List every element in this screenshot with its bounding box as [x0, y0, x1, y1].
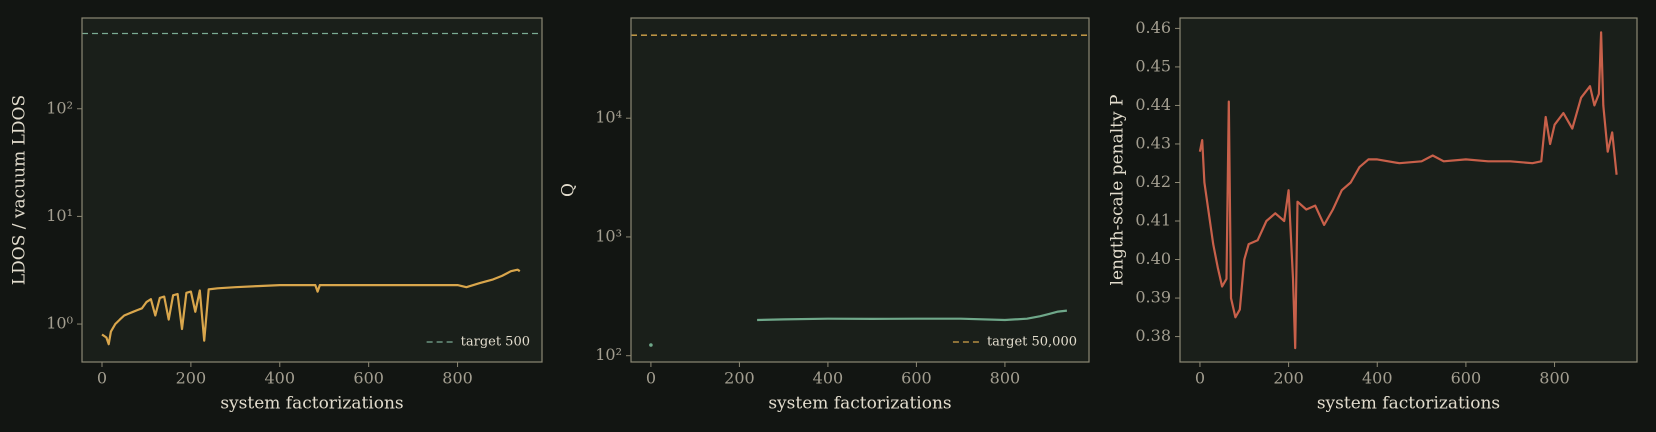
x-tick-label: 200 — [176, 369, 207, 388]
x-tick-label: 800 — [442, 369, 473, 388]
x-tick-label: 800 — [990, 369, 1021, 388]
data-line — [757, 309, 1068, 322]
data-point — [649, 343, 653, 347]
y-tick-label: 10² — [46, 98, 73, 117]
y-tick-label: 0.46 — [1135, 18, 1171, 37]
x-tick-label: 400 — [813, 369, 844, 388]
legend-label: target 500 — [461, 335, 530, 350]
plot-area — [1180, 18, 1637, 362]
y-tick-label: 10³ — [595, 226, 622, 245]
y-axis-label: Q — [559, 183, 579, 197]
y-tick-label: 10⁴ — [595, 108, 622, 127]
y-tick-label: 0.42 — [1135, 172, 1171, 191]
plot-frame — [1179, 17, 1638, 363]
y-tick-label: 0.38 — [1135, 326, 1171, 345]
y-tick-label: 10¹ — [46, 206, 73, 225]
x-tick-label: 0 — [1195, 369, 1205, 388]
x-tick-label: 200 — [724, 369, 755, 388]
y-tick-label: 0.45 — [1135, 56, 1171, 75]
plot-area — [631, 18, 1089, 362]
plot-frame — [630, 17, 1090, 363]
y-tick-label: 10² — [595, 345, 622, 364]
y-tick-label: 0.40 — [1135, 249, 1171, 268]
x-tick-label: 600 — [1451, 369, 1482, 388]
x-axis-label: system factorizations — [1317, 394, 1500, 414]
x-tick-label: 800 — [1539, 369, 1570, 388]
y-tick-label: 10⁰ — [46, 314, 73, 333]
y-tick-label: 0.39 — [1135, 288, 1171, 307]
y-axis-label: LDOS / vacuum LDOS — [10, 95, 30, 285]
data-line — [101, 268, 521, 346]
y-tick-label: 0.41 — [1135, 211, 1171, 230]
x-tick-label: 0 — [97, 369, 107, 388]
x-axis-label: system factorizations — [220, 394, 403, 414]
x-tick-label: 400 — [265, 369, 296, 388]
x-tick-label: 200 — [1273, 369, 1304, 388]
plot-area — [82, 18, 542, 362]
y-tick-label: 0.43 — [1135, 133, 1171, 152]
y-tick-label: 0.44 — [1135, 95, 1171, 114]
x-tick-label: 600 — [901, 369, 932, 388]
legend-label: target 50,000 — [987, 335, 1077, 350]
plot-frame — [81, 17, 543, 363]
y-axis-label: length-scale penalty P — [1108, 95, 1128, 286]
x-tick-label: 600 — [353, 369, 384, 388]
x-axis-label: system factorizations — [768, 394, 951, 414]
x-tick-label: 400 — [1362, 369, 1393, 388]
x-tick-label: 0 — [646, 369, 656, 388]
data-line — [1198, 31, 1618, 350]
